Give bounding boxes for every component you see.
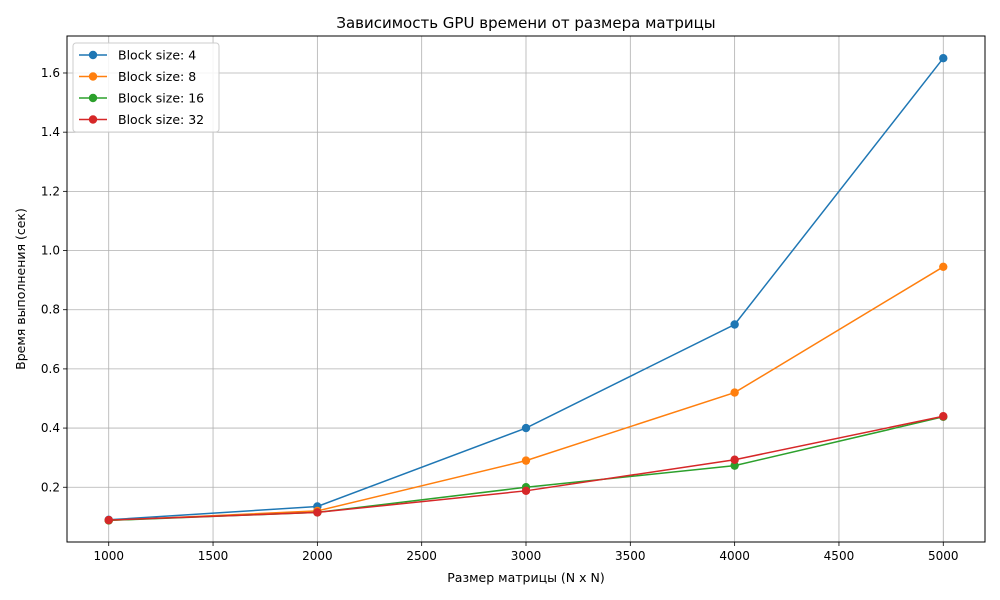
x-axis-label: Размер матрицы (N x N) — [447, 570, 604, 585]
legend-label: Block size: 8 — [118, 69, 196, 84]
x-tick-label: 1500 — [198, 549, 229, 563]
legend-marker — [88, 115, 98, 124]
x-tick-label: 5000 — [928, 549, 959, 563]
y-tick-label: 1.4 — [41, 125, 60, 139]
data-point — [521, 423, 531, 433]
series-4 — [104, 412, 948, 525]
data-point — [939, 262, 948, 272]
legend-item: Block size: 32 — [79, 112, 204, 127]
chart-title: Зависимость GPU времени от размера матри… — [336, 14, 715, 32]
legend-label: Block size: 16 — [118, 91, 204, 106]
y-tick-label: 0.8 — [41, 303, 60, 317]
legend: Block size: 4 Block size: 8 Block size: 16… — [72, 42, 220, 133]
legend-label: Block size: 4 — [118, 48, 196, 63]
x-axis: 1000 1500 2000 2500 3000 3500 4000 4500 5000 — [93, 542, 959, 563]
y-tick-label: 0.2 — [41, 480, 60, 494]
data-point — [730, 320, 739, 329]
y-axis-label: Время выполнения (сек) — [13, 208, 28, 370]
x-tick-label: 3000 — [511, 549, 542, 563]
y-tick-label: 1.6 — [41, 66, 60, 80]
legend-marker — [88, 72, 98, 81]
data-point — [730, 388, 739, 397]
legend-label: Block size: 32 — [118, 112, 204, 127]
x-tick-label: 1000 — [93, 549, 124, 563]
legend-box — [72, 42, 220, 133]
series-layer — [104, 53, 948, 525]
legend-item: Block size: 8 — [79, 69, 196, 84]
y-axis: 0.2 0.4 0.6 0.8 1.0 1.2 1.4 1.6 — [41, 66, 67, 494]
data-point — [104, 515, 113, 525]
y-tick-label: 0.6 — [41, 362, 60, 376]
x-tick-label: 2000 — [302, 549, 333, 563]
data-point — [521, 456, 531, 465]
x-tick-label: 3500 — [615, 549, 646, 563]
legend-item: Block size: 4 — [79, 48, 196, 63]
y-tick-label: 1.2 — [41, 184, 60, 198]
legend-marker — [88, 50, 98, 60]
x-tick-label: 2500 — [406, 549, 437, 563]
data-point — [939, 53, 948, 63]
data-point — [521, 486, 531, 496]
data-point — [730, 455, 739, 464]
y-tick-label: 0.4 — [41, 421, 60, 435]
x-tick-label: 4000 — [719, 549, 750, 563]
data-point — [939, 412, 948, 421]
data-point — [313, 508, 322, 517]
x-tick-label: 4500 — [824, 549, 855, 563]
legend-marker — [88, 93, 98, 103]
data-point — [730, 461, 739, 470]
y-tick-label: 1.0 — [41, 244, 60, 258]
legend-item: Block size: 16 — [79, 91, 204, 106]
